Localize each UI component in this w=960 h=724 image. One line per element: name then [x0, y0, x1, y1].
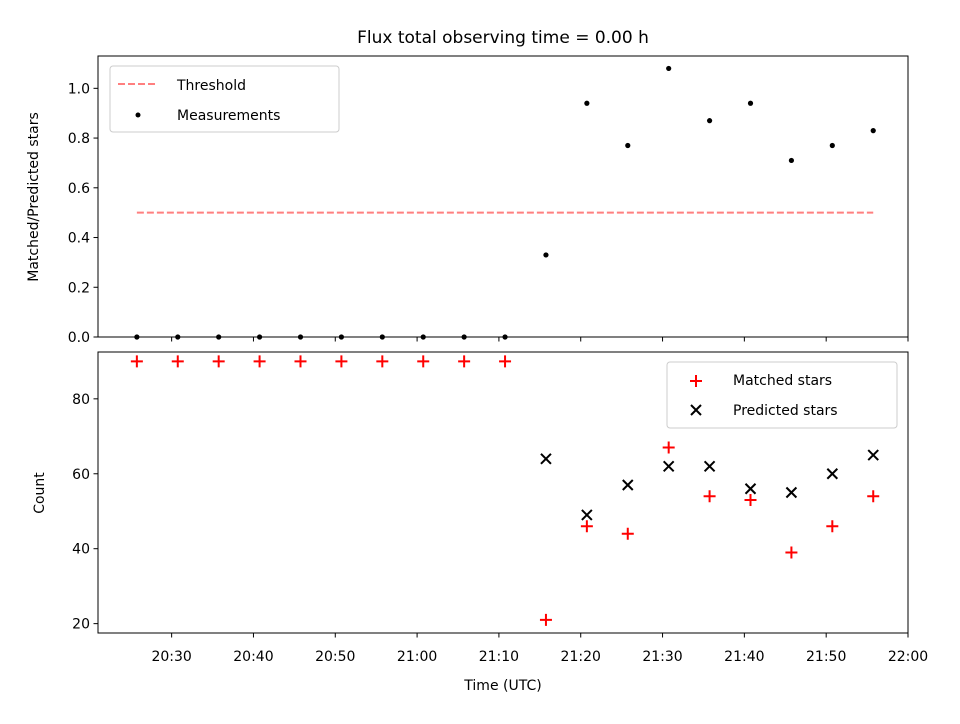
y-tick-label: 0.2: [68, 280, 90, 296]
measurement-point: [543, 252, 549, 258]
measurement-point: [216, 334, 222, 340]
measurement-point: [256, 334, 263, 340]
y-tick-label: 0.6: [68, 181, 90, 197]
measurement-point: [134, 334, 140, 340]
matched-stars-point: [826, 520, 839, 533]
predicted-stars-point: [826, 468, 839, 480]
measurement-point: [829, 142, 835, 149]
matched-stars-point: [294, 355, 307, 368]
predicted-stars-point: [540, 453, 552, 465]
legend-measurements-swatch: [135, 112, 141, 118]
y-tick-label: 60: [72, 467, 90, 483]
measurement-point: [461, 334, 467, 340]
x-tick-label: 20:30: [151, 649, 191, 665]
matched-stars-point: [458, 355, 471, 368]
x-tick-label: 21:30: [642, 649, 682, 665]
legend-matched-label: Matched stars: [733, 373, 832, 389]
top-legend: Threshold Measurements: [109, 65, 340, 133]
y-tick-label: 0.8: [68, 131, 90, 147]
matched-stars-point: [417, 355, 430, 368]
matched-stars-point: [703, 490, 716, 503]
legend-measurements-label: Measurements: [177, 108, 280, 124]
measurement-point: [747, 100, 754, 106]
x-tick-label: 21:40: [724, 649, 764, 665]
matched-stars-point: [376, 355, 389, 368]
chart-title: Flux total observing time = 0.00 h: [357, 28, 649, 48]
measurement-point: [666, 65, 672, 72]
predicted-stars-point: [785, 486, 798, 499]
measurement-point: [338, 334, 345, 340]
predicted-stars-point: [622, 479, 634, 491]
measurement-point: [175, 334, 181, 340]
y-tick-label: 40: [72, 542, 90, 558]
x-tick-label: 21:10: [479, 649, 519, 665]
bottom-panel: 20 40 60 80: [72, 351, 909, 634]
bottom-legend: Matched stars Predicted stars: [666, 361, 898, 429]
y-tick-label: 20: [72, 617, 90, 633]
measurement-point: [706, 118, 713, 124]
bottom-y-axis-label: Count: [32, 472, 48, 514]
x-tick-label: 20:50: [315, 649, 355, 665]
matched-stars-point: [867, 490, 880, 503]
y-tick-label: 1.0: [68, 81, 90, 97]
bottom-panel-frame: [97, 351, 909, 634]
predicted-stars-point: [662, 460, 675, 472]
top-y-axis-label: Matched/Predicted stars: [26, 112, 42, 282]
matched-stars-point: [580, 520, 593, 533]
matched-stars-point: [171, 355, 184, 368]
legend-predicted-label: Predicted stars: [733, 403, 838, 419]
matched-stars-point: [130, 355, 143, 368]
measurement-point: [870, 128, 876, 134]
measurement-point: [379, 334, 385, 340]
predicted-stars-point: [744, 483, 757, 495]
x-tick-label: 22:00: [888, 649, 928, 665]
matched-stars-point: [785, 546, 798, 559]
top-panel: 0.0 0.2 0.4 0.6 0.8 1.0: [68, 55, 909, 346]
matched-stars-point: [539, 613, 552, 626]
matched-stars-point: [662, 441, 675, 454]
matched-stars-point: [744, 493, 757, 506]
y-tick-label: 80: [72, 392, 90, 408]
measurement-point: [420, 334, 426, 340]
top-legend-box: [109, 65, 340, 133]
bottom-legend-box: [666, 361, 898, 429]
legend-matched-swatch: [690, 375, 702, 387]
measurement-point: [584, 100, 590, 106]
matched-stars-point: [253, 355, 266, 368]
x-tick-label: 21:50: [806, 649, 846, 665]
matched-stars-point: [621, 527, 634, 540]
x-ticks: 20:30 20:40 20:50 21:00 21:10 21:20 21:30 21:40…: [151, 337, 928, 665]
x-tick-label: 21:00: [397, 649, 437, 665]
predicted-stars-point: [867, 449, 879, 461]
legend-predicted-swatch: [690, 404, 702, 416]
y-tick-label: 0.4: [68, 231, 90, 247]
predicted-stars-point: [581, 509, 593, 521]
x-tick-label: 20:40: [233, 649, 273, 665]
measurement-point: [788, 157, 795, 164]
matched-stars-point: [335, 355, 348, 368]
measurement-point: [502, 334, 508, 340]
legend-threshold-label: Threshold: [176, 78, 246, 94]
matched-stars-point: [212, 355, 225, 368]
predicted-stars-point: [703, 460, 716, 472]
measurement-point: [625, 142, 631, 149]
matched-stars-point: [499, 355, 512, 368]
measurement-point: [297, 334, 304, 340]
y-tick-label: 0.0: [68, 330, 90, 346]
x-axis-label: Time (UTC): [463, 678, 541, 694]
x-tick-label: 21:20: [561, 649, 601, 665]
